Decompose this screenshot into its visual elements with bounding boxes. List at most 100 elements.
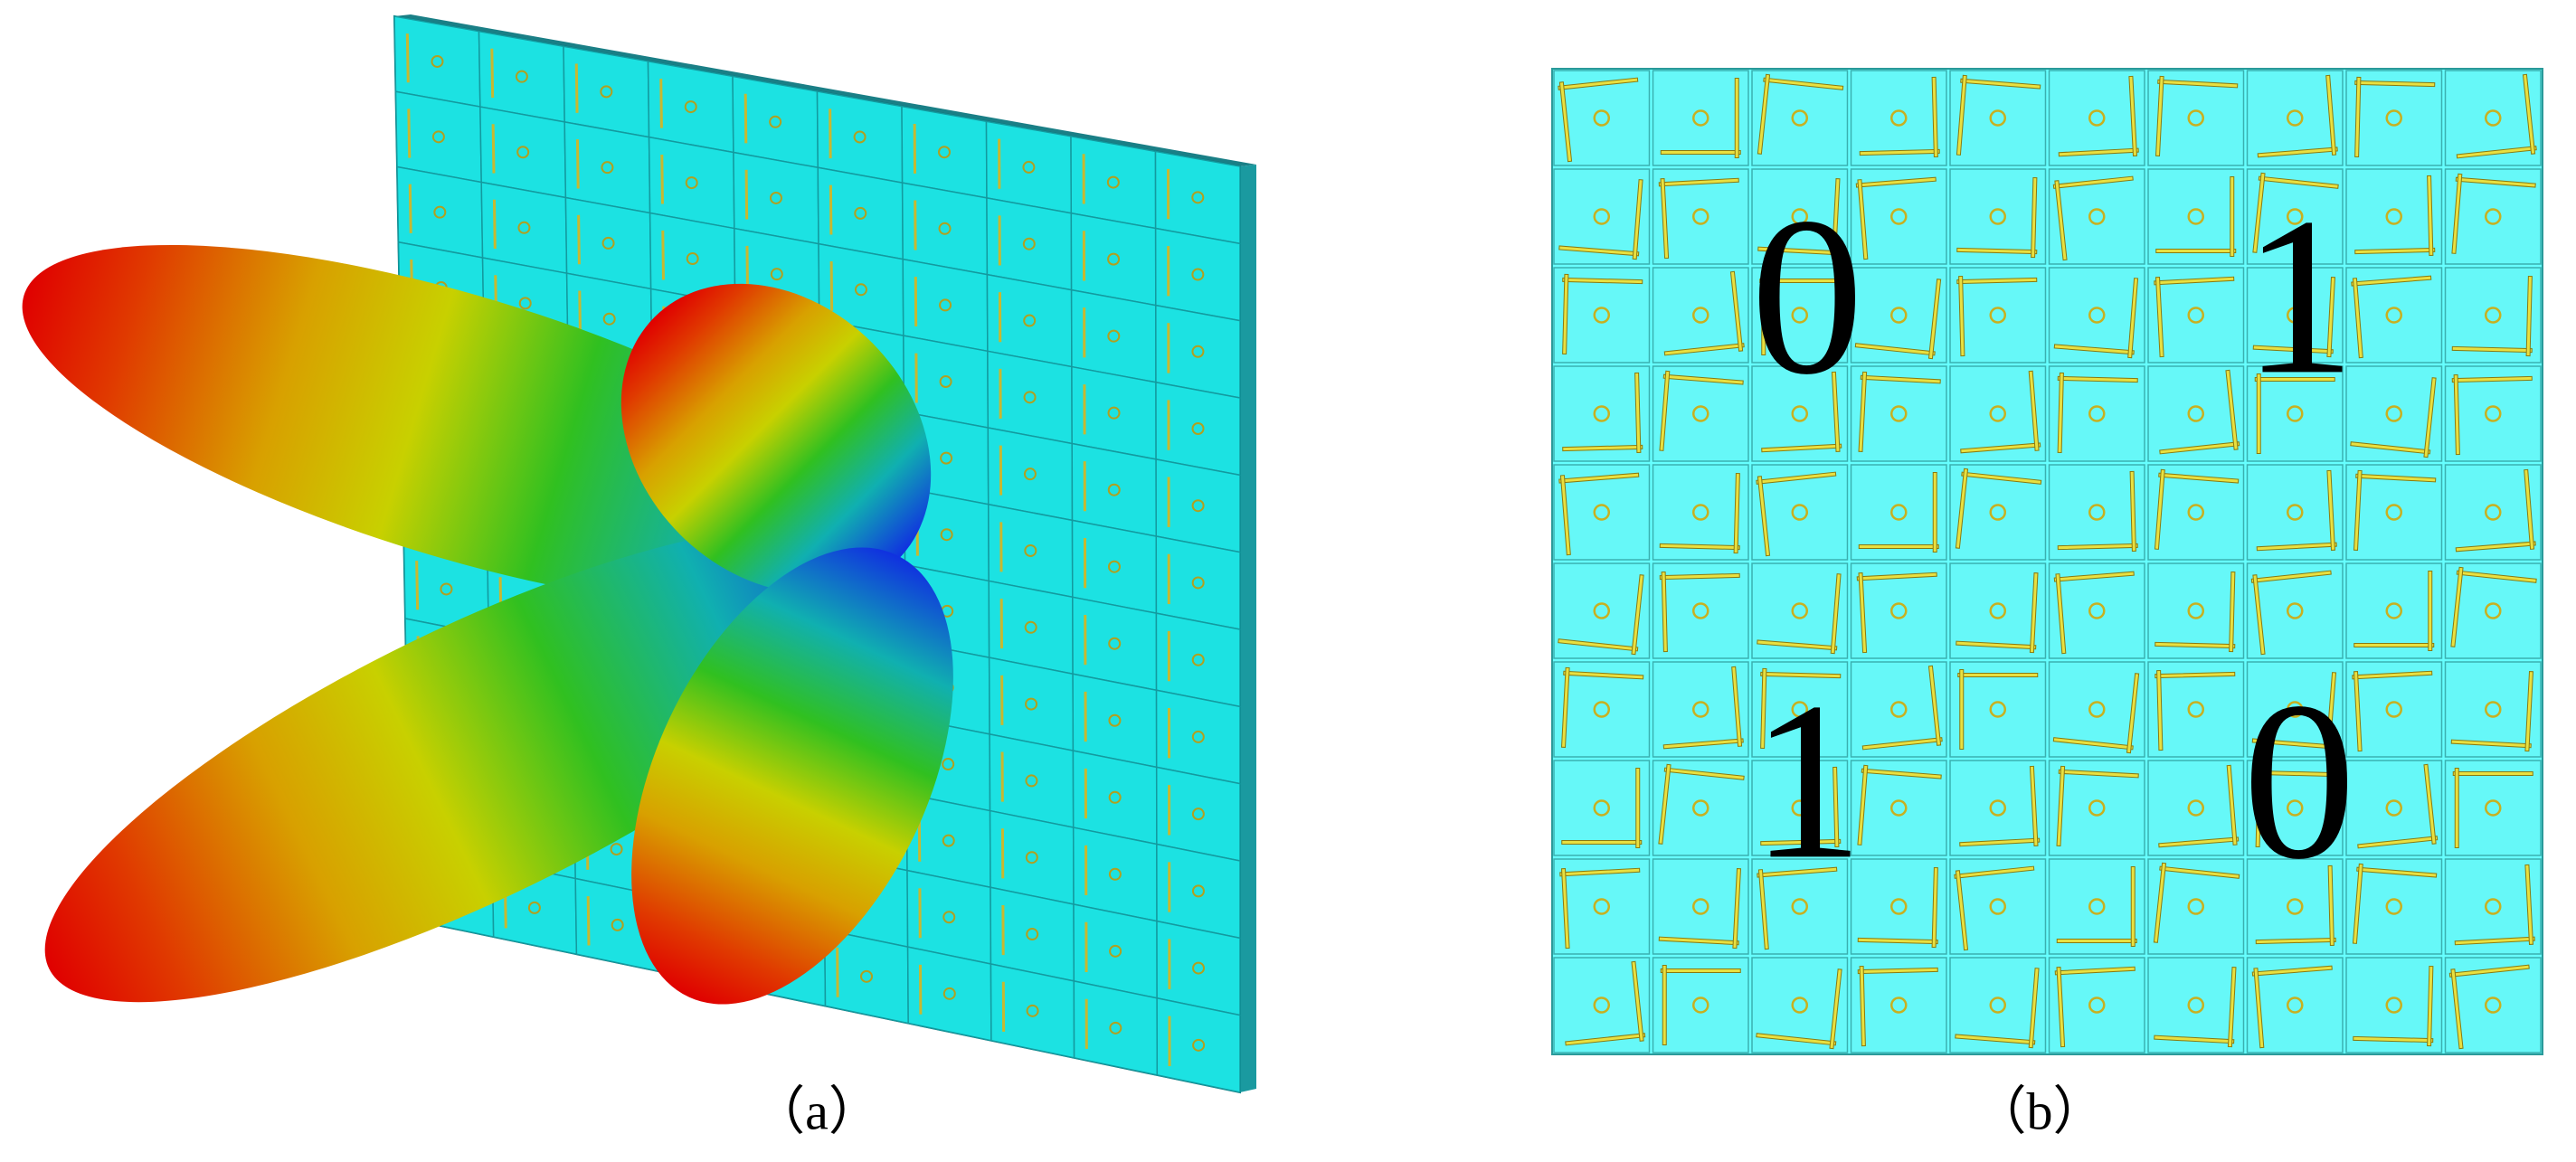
bar xyxy=(1757,476,1771,557)
bar xyxy=(1562,273,1569,355)
cell-pattern xyxy=(1856,572,1937,654)
ring xyxy=(2187,701,2204,718)
ring xyxy=(1593,701,1610,718)
cell-pattern xyxy=(2450,671,2534,752)
cell-pattern xyxy=(2351,275,2432,359)
bar xyxy=(2354,80,2436,88)
bar xyxy=(1658,177,1739,187)
lobe xyxy=(631,547,953,1005)
bar xyxy=(1857,937,1938,945)
cell-pattern xyxy=(2155,571,2236,653)
cell-pattern xyxy=(2251,672,2337,753)
cell xyxy=(2048,858,2145,955)
cell-pattern xyxy=(2353,965,2434,1047)
ring xyxy=(1692,997,1709,1014)
ring xyxy=(1989,898,2006,915)
bar xyxy=(1858,572,1868,654)
cell-pattern xyxy=(1658,868,1742,949)
ring xyxy=(2088,504,2106,521)
ring xyxy=(2187,109,2204,127)
ring xyxy=(1023,391,1037,404)
caption: （b） xyxy=(1974,1082,2105,1140)
bar xyxy=(1658,936,1739,946)
cell xyxy=(2444,760,2542,856)
bar xyxy=(1859,965,1866,1047)
cell-pattern xyxy=(1955,468,2042,549)
metasurface-3d xyxy=(22,14,1256,1094)
cell-pattern xyxy=(1761,371,1842,453)
ring xyxy=(2187,405,2204,422)
cell-pattern xyxy=(1854,279,1942,360)
bar xyxy=(2056,765,2066,846)
ring xyxy=(2187,504,2204,521)
bar xyxy=(1662,738,1744,750)
ring xyxy=(2088,208,2106,225)
ring xyxy=(1108,867,1122,881)
bar xyxy=(1660,968,1741,973)
ring xyxy=(2385,405,2402,422)
ring xyxy=(431,54,444,68)
ring xyxy=(1791,799,1808,817)
coding-label: 1 xyxy=(2243,171,2356,421)
bar xyxy=(1562,444,1643,452)
bar xyxy=(1565,1033,1646,1046)
bar xyxy=(1558,245,1640,257)
ring xyxy=(2385,799,2402,817)
bar xyxy=(1757,869,1769,950)
cell-pattern xyxy=(2154,276,2235,358)
ring xyxy=(2287,109,2304,127)
ring xyxy=(685,176,698,190)
bar xyxy=(1559,475,1571,556)
ring xyxy=(2187,602,2204,619)
bar xyxy=(492,199,497,250)
cell-pattern xyxy=(2450,566,2537,647)
bar xyxy=(1955,468,1969,549)
ring xyxy=(610,843,623,856)
bar xyxy=(2156,669,2164,751)
ring xyxy=(2385,307,2402,324)
cell-pattern xyxy=(1561,768,1643,848)
ring xyxy=(1107,406,1121,420)
ring xyxy=(1025,697,1038,711)
ring xyxy=(1025,851,1038,864)
ring xyxy=(1692,799,1709,817)
bar xyxy=(2450,968,2464,1050)
bar xyxy=(1931,866,1938,949)
cell-pattern xyxy=(1759,275,1841,355)
cell-pattern xyxy=(2053,278,2139,359)
cell-pattern xyxy=(1857,764,1942,846)
bar xyxy=(2054,966,2136,976)
lobe xyxy=(620,283,932,594)
cell-pattern xyxy=(1658,763,1745,845)
ring xyxy=(611,918,624,931)
bar xyxy=(2052,737,2134,751)
bar xyxy=(2325,672,2337,753)
bar xyxy=(1954,865,2035,879)
bar xyxy=(2524,864,2534,945)
bar xyxy=(2256,373,2261,454)
ring xyxy=(2485,504,2502,521)
ring xyxy=(1791,898,1808,915)
bar xyxy=(2154,1034,2235,1044)
bar xyxy=(1931,76,1938,158)
ring xyxy=(1989,307,2006,324)
bar xyxy=(2352,278,2363,359)
ring xyxy=(2287,898,2304,915)
ring xyxy=(1890,602,1908,619)
ring xyxy=(854,283,867,297)
cell-pattern xyxy=(1857,866,1938,949)
cell-pattern xyxy=(2053,571,2135,655)
bar xyxy=(1558,77,1639,90)
ring xyxy=(1593,504,1610,521)
cell-pattern xyxy=(1659,370,1744,451)
bar xyxy=(574,63,579,113)
bar xyxy=(586,896,591,946)
bar xyxy=(1558,81,1573,163)
cell-pattern xyxy=(1858,472,1939,553)
bar xyxy=(2352,863,2363,944)
ring xyxy=(1107,483,1121,496)
ring xyxy=(942,758,955,771)
bar xyxy=(1833,766,1840,848)
ring xyxy=(2385,701,2402,718)
bar xyxy=(2153,862,2167,943)
